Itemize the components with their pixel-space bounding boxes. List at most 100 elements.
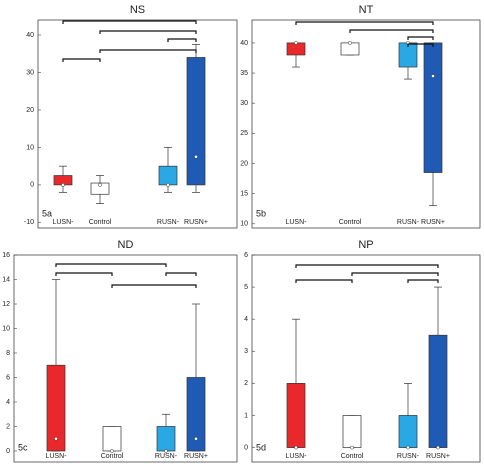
y-tick-label: 30: [26, 69, 34, 76]
y-tick-label: 1: [244, 412, 248, 419]
comparison-bracket: [55, 263, 167, 267]
y-tick-label: 2: [6, 423, 10, 430]
x-tick-label: RUSN-: [155, 453, 178, 460]
x-tick-label: Control: [89, 219, 112, 226]
comparison-bracket: [62, 58, 101, 62]
box: [398, 415, 418, 448]
comparison-bracket: [349, 29, 434, 33]
x-tick-label: LUSN-: [52, 219, 74, 226]
box: [158, 165, 178, 186]
y-tick-label: 10: [2, 325, 10, 332]
comparison-bracket: [167, 38, 197, 42]
mean-point: [294, 445, 298, 450]
comparison-bracket: [295, 21, 434, 25]
y-tick-label: 20: [26, 107, 34, 114]
panel-title: NS: [130, 4, 145, 16]
mean-point: [61, 183, 65, 187]
box: [423, 42, 443, 173]
x-tick-label: RUSN-: [397, 453, 420, 460]
y-tick-label: 40: [26, 32, 34, 39]
mean-point: [164, 449, 168, 453]
comparison-bracket: [62, 20, 197, 24]
y-tick-label: 2: [244, 380, 248, 387]
comparison-bracket: [55, 272, 113, 276]
x-tick-label: RUSN+: [184, 453, 208, 460]
box: [46, 364, 66, 452]
mean-point: [431, 74, 435, 78]
mean-point: [110, 449, 114, 453]
mean-point: [98, 183, 102, 187]
panel-label: 5a: [42, 208, 52, 218]
y-tick-label: 0: [6, 448, 10, 455]
x-tick-label: LUSN-: [45, 453, 67, 460]
box: [186, 57, 206, 186]
x-tick-label: Control: [341, 453, 364, 460]
y-tick-label: 0: [244, 444, 248, 451]
comparison-bracket: [99, 30, 197, 34]
comparison-bracket: [295, 264, 439, 268]
y-tick-label: 20: [240, 160, 248, 167]
comparison-bracket: [407, 279, 439, 283]
y-tick-label: 40: [240, 40, 248, 47]
x-tick-label: LUSN-: [285, 219, 307, 226]
y-tick-label: 35: [240, 70, 248, 77]
y-tick-label: 12: [2, 301, 10, 308]
y-tick-label: 25: [240, 130, 248, 137]
y-tick-label: 30: [240, 100, 248, 107]
mean-point: [350, 445, 354, 450]
y-tick-label: 6: [6, 374, 10, 381]
mean-point: [348, 41, 352, 45]
mean-point: [54, 436, 58, 441]
y-tick-label: 5: [244, 284, 248, 291]
box: [342, 415, 362, 448]
panel-label: 5d: [256, 442, 266, 452]
x-tick-label: RUSN-: [157, 219, 180, 226]
y-tick-label: 3: [244, 348, 248, 355]
x-tick-label: RUSN+: [421, 219, 445, 226]
mean-point: [194, 436, 198, 441]
box: [90, 182, 110, 195]
comparison-bracket: [407, 36, 434, 40]
plot-frame: [37, 19, 238, 229]
y-tick-label: 16: [2, 252, 10, 259]
y-tick-label: 0: [30, 182, 34, 189]
mean-point: [294, 41, 298, 45]
x-tick-label: RUSN+: [426, 453, 450, 460]
comparison-bracket: [407, 43, 434, 47]
y-tick-label: 14: [2, 276, 10, 283]
panel-title: NT: [359, 4, 374, 16]
x-tick-label: LUSN-: [285, 453, 307, 460]
box: [186, 377, 206, 452]
mean-point: [406, 445, 410, 450]
comparison-bracket: [351, 272, 439, 276]
y-tick-label: 4: [6, 399, 10, 406]
panel-label: 5b: [256, 208, 266, 218]
box: [156, 426, 176, 452]
x-tick-label: Control: [101, 453, 124, 460]
panel-title: NP: [358, 239, 373, 251]
comparison-bracket: [295, 279, 353, 283]
y-tick-label: 8: [6, 350, 10, 357]
x-tick-label: RUSN-: [397, 219, 420, 226]
panel-title: ND: [118, 239, 134, 251]
y-tick-label: 10: [240, 221, 248, 228]
mean-point: [194, 154, 198, 159]
comparison-bracket: [165, 272, 197, 276]
comparison-bracket: [111, 284, 197, 288]
y-tick-label: 6: [244, 252, 248, 259]
box: [102, 426, 122, 452]
mean-point: [166, 183, 170, 187]
y-tick-label: -10: [24, 219, 34, 226]
y-tick-label: 10: [26, 144, 34, 151]
box: [428, 334, 448, 448]
y-tick-label: 4: [244, 316, 248, 323]
panel-label: 5c: [18, 442, 28, 452]
comparison-bracket: [99, 49, 197, 53]
mean-point: [436, 445, 440, 450]
x-tick-label: RUSN+: [184, 219, 208, 226]
plot-frame: [251, 19, 481, 229]
x-tick-label: Control: [339, 219, 362, 226]
y-tick-label: 15: [240, 190, 248, 197]
box: [286, 383, 306, 448]
